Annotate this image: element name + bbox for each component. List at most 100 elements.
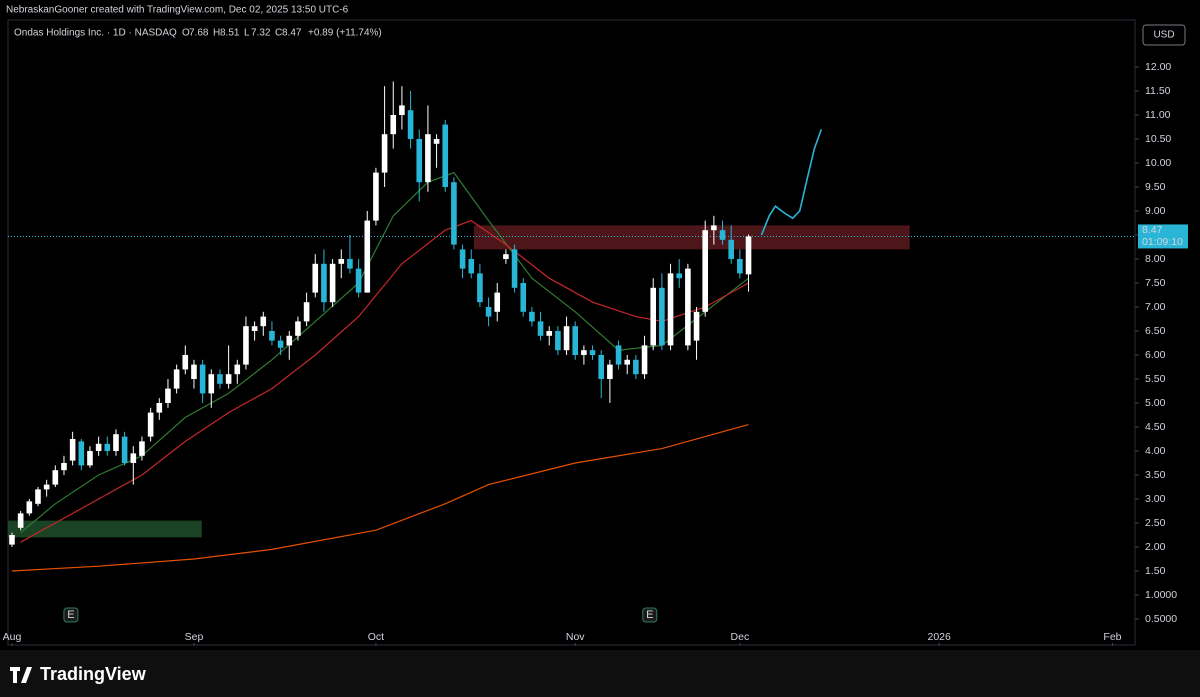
candle-body (607, 364, 613, 379)
candle-body (191, 364, 197, 379)
candle-body (364, 220, 371, 293)
candle-body (685, 268, 691, 346)
candle-body (121, 436, 128, 463)
candle-body (173, 369, 180, 389)
candle-body (303, 302, 310, 322)
candle-body (104, 443, 111, 451)
candle-body (243, 326, 249, 365)
candle-body (719, 230, 726, 240)
zone (473, 225, 910, 250)
candle-body (156, 403, 163, 413)
plot (8, 81, 1135, 572)
candle-body (130, 453, 137, 463)
candle-body (520, 283, 527, 312)
candle-body (546, 331, 553, 336)
candle-body (615, 345, 622, 365)
candle-body (641, 345, 648, 375)
y-tick-label: 10.50 (1145, 133, 1171, 145)
candle-body (702, 230, 709, 312)
candle-body (529, 311, 535, 322)
candle-body (355, 268, 362, 293)
candle-body (407, 110, 414, 139)
ohlc-value: 8.51 (220, 28, 240, 39)
y-tick-label: 3.00 (1145, 493, 1166, 505)
candle-body (390, 115, 397, 135)
candle-body (78, 441, 85, 466)
ohlc-value: 7.32 (251, 28, 271, 39)
candle-body (459, 249, 466, 269)
candle-body (503, 254, 509, 259)
candle-body (329, 263, 336, 303)
y-tick-label: 7.00 (1145, 301, 1166, 313)
currency[interactable]: USD (1153, 30, 1174, 41)
earnings-marker (63, 607, 79, 623)
y-tick-label: 2.50 (1145, 517, 1166, 529)
x-tick-label: Dec (731, 631, 750, 643)
candle-body (260, 316, 267, 327)
candle-body (737, 259, 743, 274)
candle-body (182, 355, 189, 370)
y-tick-label: 10.00 (1145, 157, 1171, 169)
y-tick-label: 1.50 (1145, 565, 1166, 577)
candle-body (624, 359, 631, 365)
candle-body (277, 340, 284, 348)
candle-body (399, 105, 405, 115)
candle-body (269, 331, 275, 341)
candle-body (511, 249, 518, 288)
ohlc-value: 8.47 (282, 28, 302, 39)
earnings-label: E (67, 609, 74, 621)
logo-mark (10, 667, 32, 683)
x-tick-label: Feb (1103, 631, 1121, 643)
footer (0, 650, 1200, 697)
credit: NebraskanGooner created with TradingView… (6, 5, 349, 16)
price-label-box (1138, 224, 1188, 249)
currency-box[interactable] (1142, 24, 1186, 46)
candle-body (9, 535, 15, 545)
candle-body (581, 350, 587, 355)
y-tick-label: 8.00 (1145, 253, 1166, 265)
zone (8, 520, 202, 538)
earnings-marker (642, 607, 658, 623)
y-tick-label: 0.5000 (1145, 613, 1177, 625)
candle-body (433, 139, 440, 144)
candle-body (312, 263, 319, 293)
candle-body (147, 412, 154, 437)
candle-body (87, 451, 93, 466)
ohlc-value: 7.68 (189, 28, 209, 39)
y-tick-label: 1.0000 (1145, 589, 1177, 601)
candle-body (468, 259, 475, 274)
candle-body (61, 463, 67, 471)
ohlc-label: H (213, 28, 220, 39)
ohlc-label: C (275, 28, 282, 39)
x-tick-label: Aug (3, 631, 22, 643)
y-tick-label: 6.00 (1145, 349, 1166, 361)
y-tick-label: 11.00 (1145, 109, 1171, 121)
candle-body (199, 364, 206, 394)
candle-body (113, 434, 119, 451)
ohlc-label: O (182, 28, 190, 39)
x-tick-label: Sep (185, 631, 204, 643)
candle-body (95, 443, 102, 451)
candle-body (26, 501, 33, 514)
candle-body (321, 263, 327, 303)
candle-body (286, 335, 293, 346)
candle-body (485, 307, 492, 317)
change: +0.89 (+11.74%) (308, 28, 382, 39)
candle-body (659, 287, 665, 346)
candle-body (477, 273, 483, 303)
y-tick-label: 9.50 (1145, 181, 1166, 193)
moving-average (11, 424, 749, 572)
candle-body (217, 374, 223, 384)
x-tick-label: Oct (368, 631, 384, 643)
candle-body (572, 326, 579, 355)
candle-body (494, 292, 501, 312)
ohlc-header: O 7.68 H 8.51 L 7.32 C 8.47 +0.89 (+11.74%) (182, 28, 382, 39)
candle-body (728, 239, 735, 259)
candle-body (555, 331, 561, 351)
candle-body (537, 321, 544, 336)
y-tick-label: 9.00 (1145, 205, 1166, 217)
candle-body (69, 439, 76, 461)
candle-body (425, 134, 431, 183)
